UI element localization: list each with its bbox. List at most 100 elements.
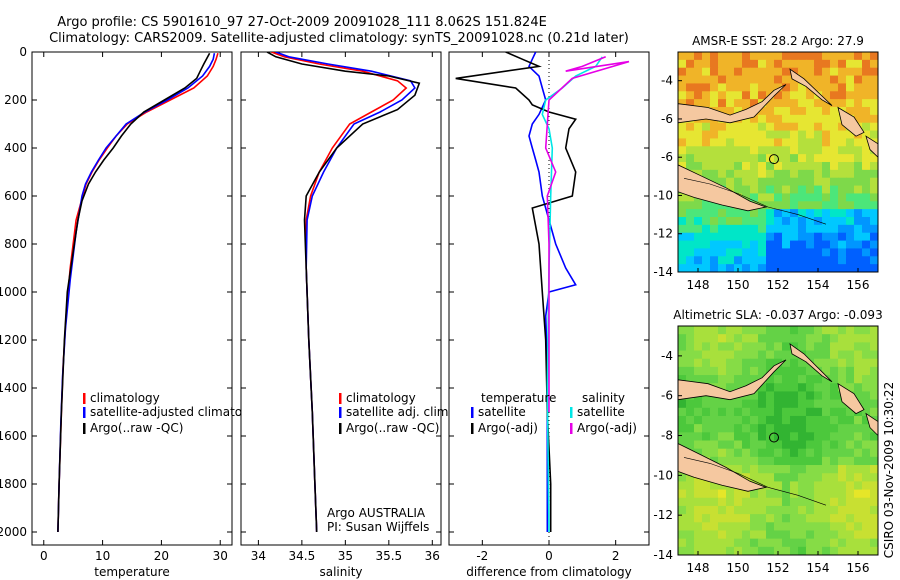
x-tick-label: 34.5 [289,549,316,563]
legend-label: Argo(-adj) [577,421,637,435]
y-tick-label: 0 [19,45,27,59]
annotation-institution: Argo AUSTRALIA [327,506,426,520]
x-tick-label: 156 [847,561,870,575]
x-tick-label: -2 [476,549,488,563]
series-group [266,52,421,533]
legend-swatch [339,393,342,404]
land-mass [678,359,787,401]
y-tick-label: -4 [661,349,673,363]
y-tick-label: 1200 [0,333,27,347]
y-tick-label: -8 [661,429,673,443]
map-field [678,52,878,272]
x-tick-label: 150 [727,561,750,575]
y-tick-label: 1400 [0,381,27,395]
csiro-timestamp: CSIRO 03-Nov-2009 10:30:22 [882,382,896,558]
y-tick-label: -4 [661,74,673,88]
map-field [678,326,878,555]
map-title: Altimetric SLA: -0.037 Argo: -0.093 [673,308,882,322]
y-tick-label: 1600 [0,429,27,443]
legend-label: Argo(..raw -QC) [90,421,183,435]
legend-swatch [83,393,86,404]
series-line-3 [544,56,630,412]
depth-contour [683,178,827,225]
x-axis-label: temperature [94,565,169,579]
map-title: AMSR-E SST: 28.2 Argo: 27.9 [692,34,864,48]
x-tick-label: 2 [612,549,620,563]
legend-label: satellite [577,405,625,419]
series-group [455,52,630,533]
float-position-marker [769,154,779,165]
annotation-pi: PI: Susan Wijffels [327,520,429,534]
legend-title-salinity: salinity [582,391,625,405]
x-tick-label: 152 [767,561,790,575]
x-tick-label: 35 [338,549,353,563]
float-position-marker [769,432,779,443]
legend-swatch [339,423,342,434]
x-tick-label: 0 [40,549,48,563]
axes-frame [31,51,233,546]
land-mass [837,382,865,415]
y-tick-label: -12 [653,508,673,522]
y-tick-label: -12 [653,227,673,241]
sst-map-panel: AMSR-E SST: 28.2 Argo: 27.9 148 150 152 154 1… [653,34,879,292]
x-tick-label: 152 [767,278,790,292]
legend-swatch [83,407,86,418]
y-tick-label: -6 [661,389,673,403]
temperature-panel: 0 10 20 30 0 200 400 600 800 1000 1200 1400 1600 1800… [0,45,268,579]
legend-swatch [570,407,573,418]
legend-label: climatology [90,391,160,405]
land-mass [789,68,833,106]
legend-title-temperature: temperature [481,391,556,405]
series-line-2 [266,52,421,533]
land-mass [678,84,787,124]
x-tick-label: 20 [154,549,169,563]
y-tick-label: -14 [653,265,673,279]
legend-swatch [471,407,474,418]
sla-map-panel: Altimetric SLA: -0.037 Argo: -0.093 148 15… [653,308,882,575]
x-tick-label: 154 [807,561,830,575]
difference-panel: -2 0 2 difference from climatology temperatu… [448,51,650,579]
y-tick-label: -6 [661,112,673,126]
land-mass [789,342,833,383]
land-mass [837,106,865,137]
y-tick-label: 800 [4,237,27,251]
depth-contour [683,457,827,506]
land-mass [865,135,878,158]
x-tick-label: 36 [425,549,440,563]
x-tick-label: 148 [687,561,710,575]
y-tick-label: 1800 [0,477,27,491]
y-tick-label: -10 [653,188,673,202]
legend-label: satellite-adjusted climatology [90,405,268,419]
y-tick-label: 1000 [0,285,27,299]
x-tick-label: 148 [687,278,710,292]
figure-title-line1: Argo profile: CS 5901610_97 27-Oct-2009 … [57,15,547,30]
y-tick-label: -14 [653,548,673,562]
salinity-panel: 34 34.5 35 35.5 36 salinity climatologysatelli… [240,51,452,579]
land-mass [865,412,878,437]
series-group [57,52,219,533]
x-tick-label: 10 [95,549,110,563]
legend-label: satellite [478,405,526,419]
y-tick-label: 600 [4,189,27,203]
x-tick-label: 0 [545,549,553,563]
x-tick-label: 154 [807,278,830,292]
legend-swatch [339,407,342,418]
y-tick-label: 2000 [0,525,27,539]
series-line-0 [528,52,577,532]
series-line-1 [455,52,578,532]
y-tick-label: 400 [4,141,27,155]
legend-swatch [471,423,474,434]
x-tick-label: 34 [251,549,266,563]
y-tick-label: -6 [661,150,673,164]
x-axis-label: salinity [319,565,362,579]
x-tick-label: 150 [727,278,750,292]
x-axis-label: difference from climatology [466,565,632,579]
legend-label: satellite adj. clim. [346,405,452,419]
series-line-2 [57,52,211,533]
legend-swatch [570,423,573,434]
x-tick-label: 30 [213,549,228,563]
legend-label: Argo(..raw -QC) [346,421,439,435]
axes-frame [240,51,442,546]
figure-title-line2: Climatology: CARS2009. Satellite-adjuste… [49,31,629,46]
